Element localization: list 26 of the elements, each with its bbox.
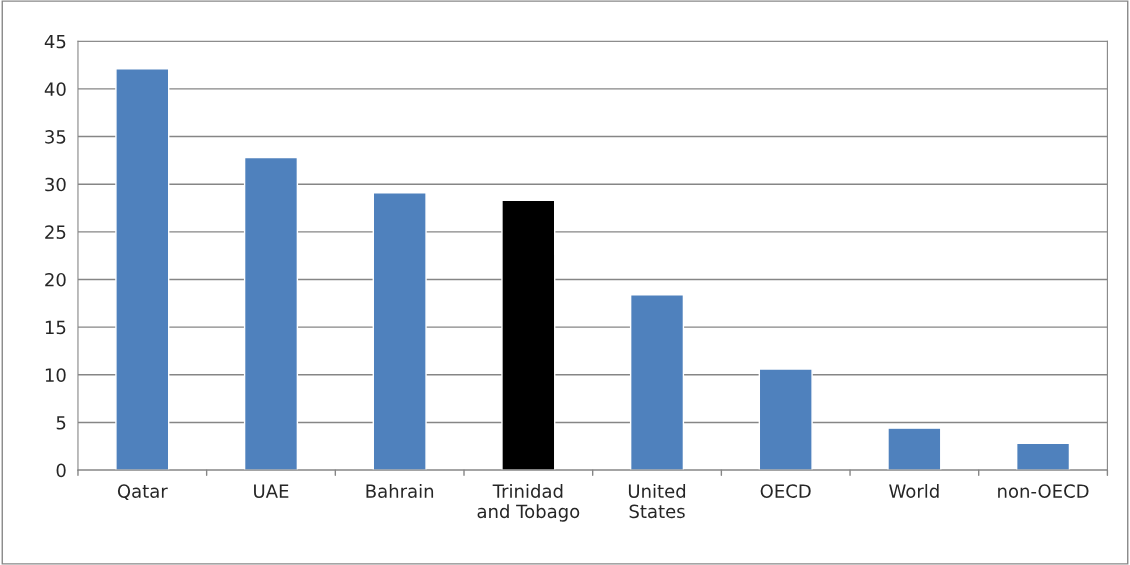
bar	[243, 156, 299, 471]
x-tick-label: OECD	[760, 484, 811, 498]
y-tick-label: 35	[45, 130, 66, 144]
bar	[372, 192, 427, 471]
y-tick-label: 20	[45, 272, 66, 287]
y-tick-label: 25	[45, 225, 66, 239]
bar	[887, 427, 942, 471]
x-tick-label: World	[889, 483, 939, 498]
y-tick-label: 15	[45, 320, 66, 335]
bar	[501, 199, 556, 471]
x-tick-label: Trinidad and Tobago	[477, 483, 580, 522]
x-tick-label: Qatar	[117, 484, 168, 501]
x-tick-label: non-OECD	[998, 484, 1089, 498]
bar	[115, 68, 170, 471]
y-tick-label: 30	[45, 177, 66, 192]
x-tick-label: United States	[628, 483, 686, 519]
y-tick-label: 40	[44, 82, 66, 97]
y-tick-label: 0	[56, 463, 66, 478]
bar	[629, 294, 685, 471]
y-tick-label: 45	[44, 34, 66, 49]
y-tick-label: 5	[56, 416, 66, 430]
bar	[758, 368, 813, 471]
bar	[1015, 442, 1071, 471]
x-tick-label: Bahrain	[366, 483, 434, 498]
x-tick-label: UAE	[254, 484, 289, 498]
y-tick-label: 10	[45, 368, 66, 382]
